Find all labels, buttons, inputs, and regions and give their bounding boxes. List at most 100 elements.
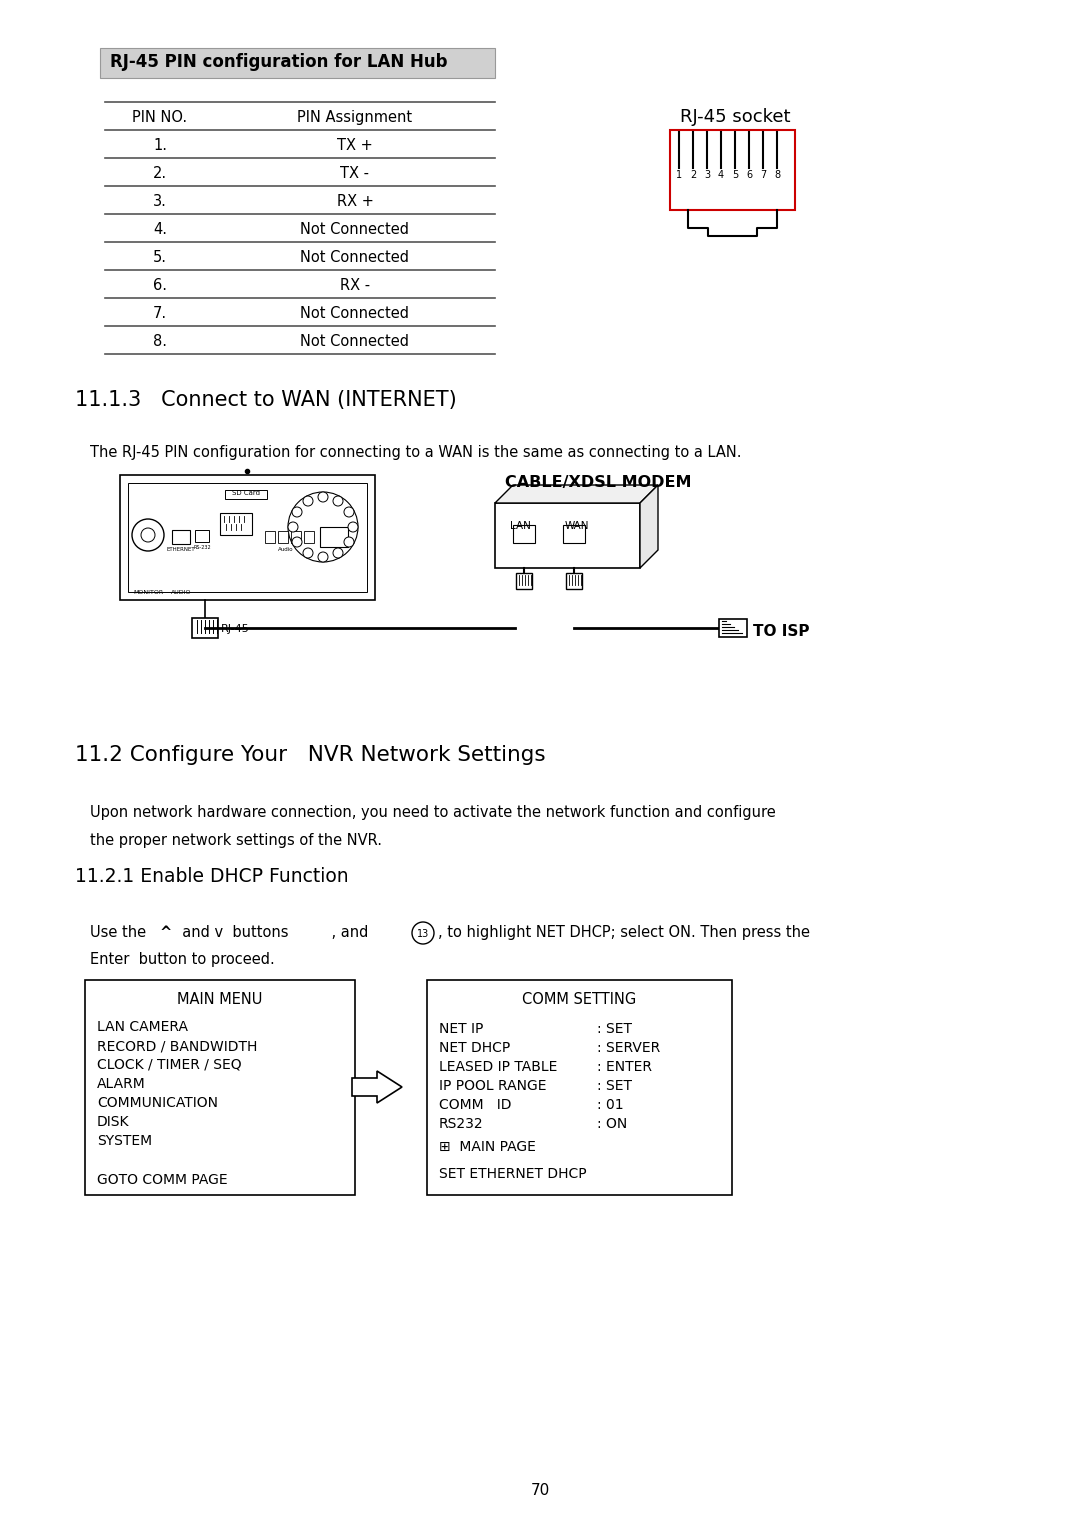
- Text: 2: 2: [690, 170, 697, 180]
- Circle shape: [348, 523, 357, 532]
- Text: : ON: : ON: [597, 1117, 627, 1131]
- Bar: [495, 503, 640, 568]
- Text: ⊞  MAIN PAGE: ⊞ MAIN PAGE: [438, 1140, 536, 1154]
- Circle shape: [292, 507, 302, 516]
- Text: RX -: RX -: [340, 278, 370, 293]
- Text: : SET: : SET: [597, 1022, 632, 1036]
- Text: 70: 70: [530, 1484, 550, 1497]
- Text: Not Connected: Not Connected: [300, 222, 409, 237]
- Text: Not Connected: Not Connected: [300, 335, 409, 348]
- Bar: [320, 527, 348, 547]
- Text: RX +: RX +: [337, 194, 374, 209]
- Text: ALARM: ALARM: [97, 1077, 146, 1091]
- Text: SET ETHERNET DHCP: SET ETHERNET DHCP: [438, 1167, 586, 1181]
- Bar: [89, 1094, 351, 1112]
- Text: IP POOL RANGE: IP POOL RANGE: [438, 1079, 546, 1093]
- Polygon shape: [495, 484, 658, 503]
- Text: Enter  button to proceed.: Enter button to proceed.: [90, 952, 274, 967]
- Text: NET IP: NET IP: [438, 1022, 484, 1036]
- Text: 11.2.1 Enable DHCP Function: 11.2.1 Enable DHCP Function: [75, 866, 349, 886]
- Text: 8.: 8.: [153, 335, 167, 348]
- Bar: [225, 490, 267, 500]
- Text: MAIN MENU: MAIN MENU: [177, 992, 262, 1007]
- Text: and v  buttons: and v buttons: [173, 924, 288, 940]
- Text: 1.: 1.: [153, 138, 167, 153]
- Text: Not Connected: Not Connected: [300, 306, 409, 321]
- Text: RJ-45 socket: RJ-45 socket: [680, 108, 791, 125]
- Text: Use the: Use the: [90, 924, 156, 940]
- Text: 11.2 Configure Your   NVR Network Settings: 11.2 Configure Your NVR Network Settings: [75, 746, 545, 766]
- Text: 6.: 6.: [153, 278, 167, 293]
- Text: Not Connected: Not Connected: [300, 251, 409, 264]
- Text: , and: , and: [313, 924, 368, 940]
- Bar: [513, 526, 535, 542]
- Circle shape: [303, 549, 313, 558]
- Text: AUDIO: AUDIO: [171, 590, 191, 594]
- Circle shape: [345, 536, 354, 547]
- Circle shape: [292, 536, 302, 547]
- Text: WAN: WAN: [565, 521, 590, 532]
- Bar: [427, 979, 732, 1195]
- Circle shape: [132, 520, 164, 552]
- Text: RJ-45 PIN configuration for LAN Hub: RJ-45 PIN configuration for LAN Hub: [110, 53, 447, 70]
- Text: : ENTER: : ENTER: [597, 1060, 652, 1074]
- Text: 7: 7: [760, 170, 766, 180]
- Bar: [303, 532, 314, 542]
- Circle shape: [411, 921, 434, 944]
- Text: 2.: 2.: [153, 167, 167, 180]
- Bar: [120, 475, 375, 601]
- Text: , to highlight NET DHCP; select ON. Then press the: , to highlight NET DHCP; select ON. Then…: [438, 924, 810, 940]
- Text: CLOCK / TIMER / SEQ: CLOCK / TIMER / SEQ: [97, 1057, 242, 1073]
- Bar: [220, 513, 252, 535]
- Text: 3: 3: [704, 170, 710, 180]
- Circle shape: [303, 497, 313, 506]
- Circle shape: [288, 523, 298, 532]
- Bar: [516, 573, 532, 588]
- Circle shape: [318, 492, 328, 503]
- Bar: [265, 532, 275, 542]
- Text: RJ-45: RJ-45: [221, 623, 249, 634]
- Bar: [172, 530, 190, 544]
- Text: 13: 13: [417, 929, 429, 940]
- Text: 7.: 7.: [153, 306, 167, 321]
- Text: COMM   ID: COMM ID: [438, 1099, 512, 1112]
- Text: ETHERNET: ETHERNET: [166, 547, 195, 552]
- Text: 6: 6: [746, 170, 752, 180]
- Bar: [195, 530, 210, 542]
- Text: LAN CAMERA: LAN CAMERA: [97, 1021, 188, 1034]
- Text: DISK: DISK: [97, 1115, 130, 1129]
- Polygon shape: [640, 484, 658, 568]
- Text: : SERVER: : SERVER: [597, 1041, 660, 1054]
- Bar: [670, 130, 795, 209]
- Bar: [563, 526, 585, 542]
- Text: TX -: TX -: [340, 167, 369, 180]
- Bar: [85, 979, 355, 1195]
- Text: : 01: : 01: [597, 1099, 623, 1112]
- Bar: [431, 1039, 728, 1057]
- Text: : SET: : SET: [597, 1079, 632, 1093]
- Text: SYSTEM: SYSTEM: [97, 1134, 152, 1148]
- Circle shape: [345, 507, 354, 516]
- Text: The RJ-45 PIN configuration for connecting to a WAN is the same as connecting to: The RJ-45 PIN configuration for connecti…: [90, 445, 742, 460]
- Text: PIN NO.: PIN NO.: [133, 110, 188, 125]
- Text: the proper network settings of the NVR.: the proper network settings of the NVR.: [90, 833, 382, 848]
- Text: 11.1.3   Connect to WAN (INTERNET): 11.1.3 Connect to WAN (INTERNET): [75, 390, 457, 410]
- Circle shape: [141, 529, 156, 542]
- Polygon shape: [352, 1071, 402, 1103]
- Text: Audio: Audio: [279, 547, 294, 552]
- Text: RECORD / BANDWIDTH: RECORD / BANDWIDTH: [97, 1039, 257, 1053]
- Circle shape: [318, 552, 328, 562]
- Bar: [100, 47, 495, 78]
- Text: 1: 1: [676, 170, 683, 180]
- Text: NET DHCP: NET DHCP: [438, 1041, 510, 1054]
- Text: 5.: 5.: [153, 251, 167, 264]
- Bar: [192, 617, 218, 639]
- Text: GOTO COMM PAGE: GOTO COMM PAGE: [97, 1174, 228, 1187]
- Text: 5: 5: [732, 170, 738, 180]
- Text: 8: 8: [774, 170, 780, 180]
- Text: LEASED IP TABLE: LEASED IP TABLE: [438, 1060, 557, 1074]
- Text: 3.: 3.: [153, 194, 167, 209]
- Text: RS-232: RS-232: [193, 545, 211, 550]
- Text: SD Card: SD Card: [232, 490, 260, 497]
- Text: MONITOR: MONITOR: [133, 590, 163, 594]
